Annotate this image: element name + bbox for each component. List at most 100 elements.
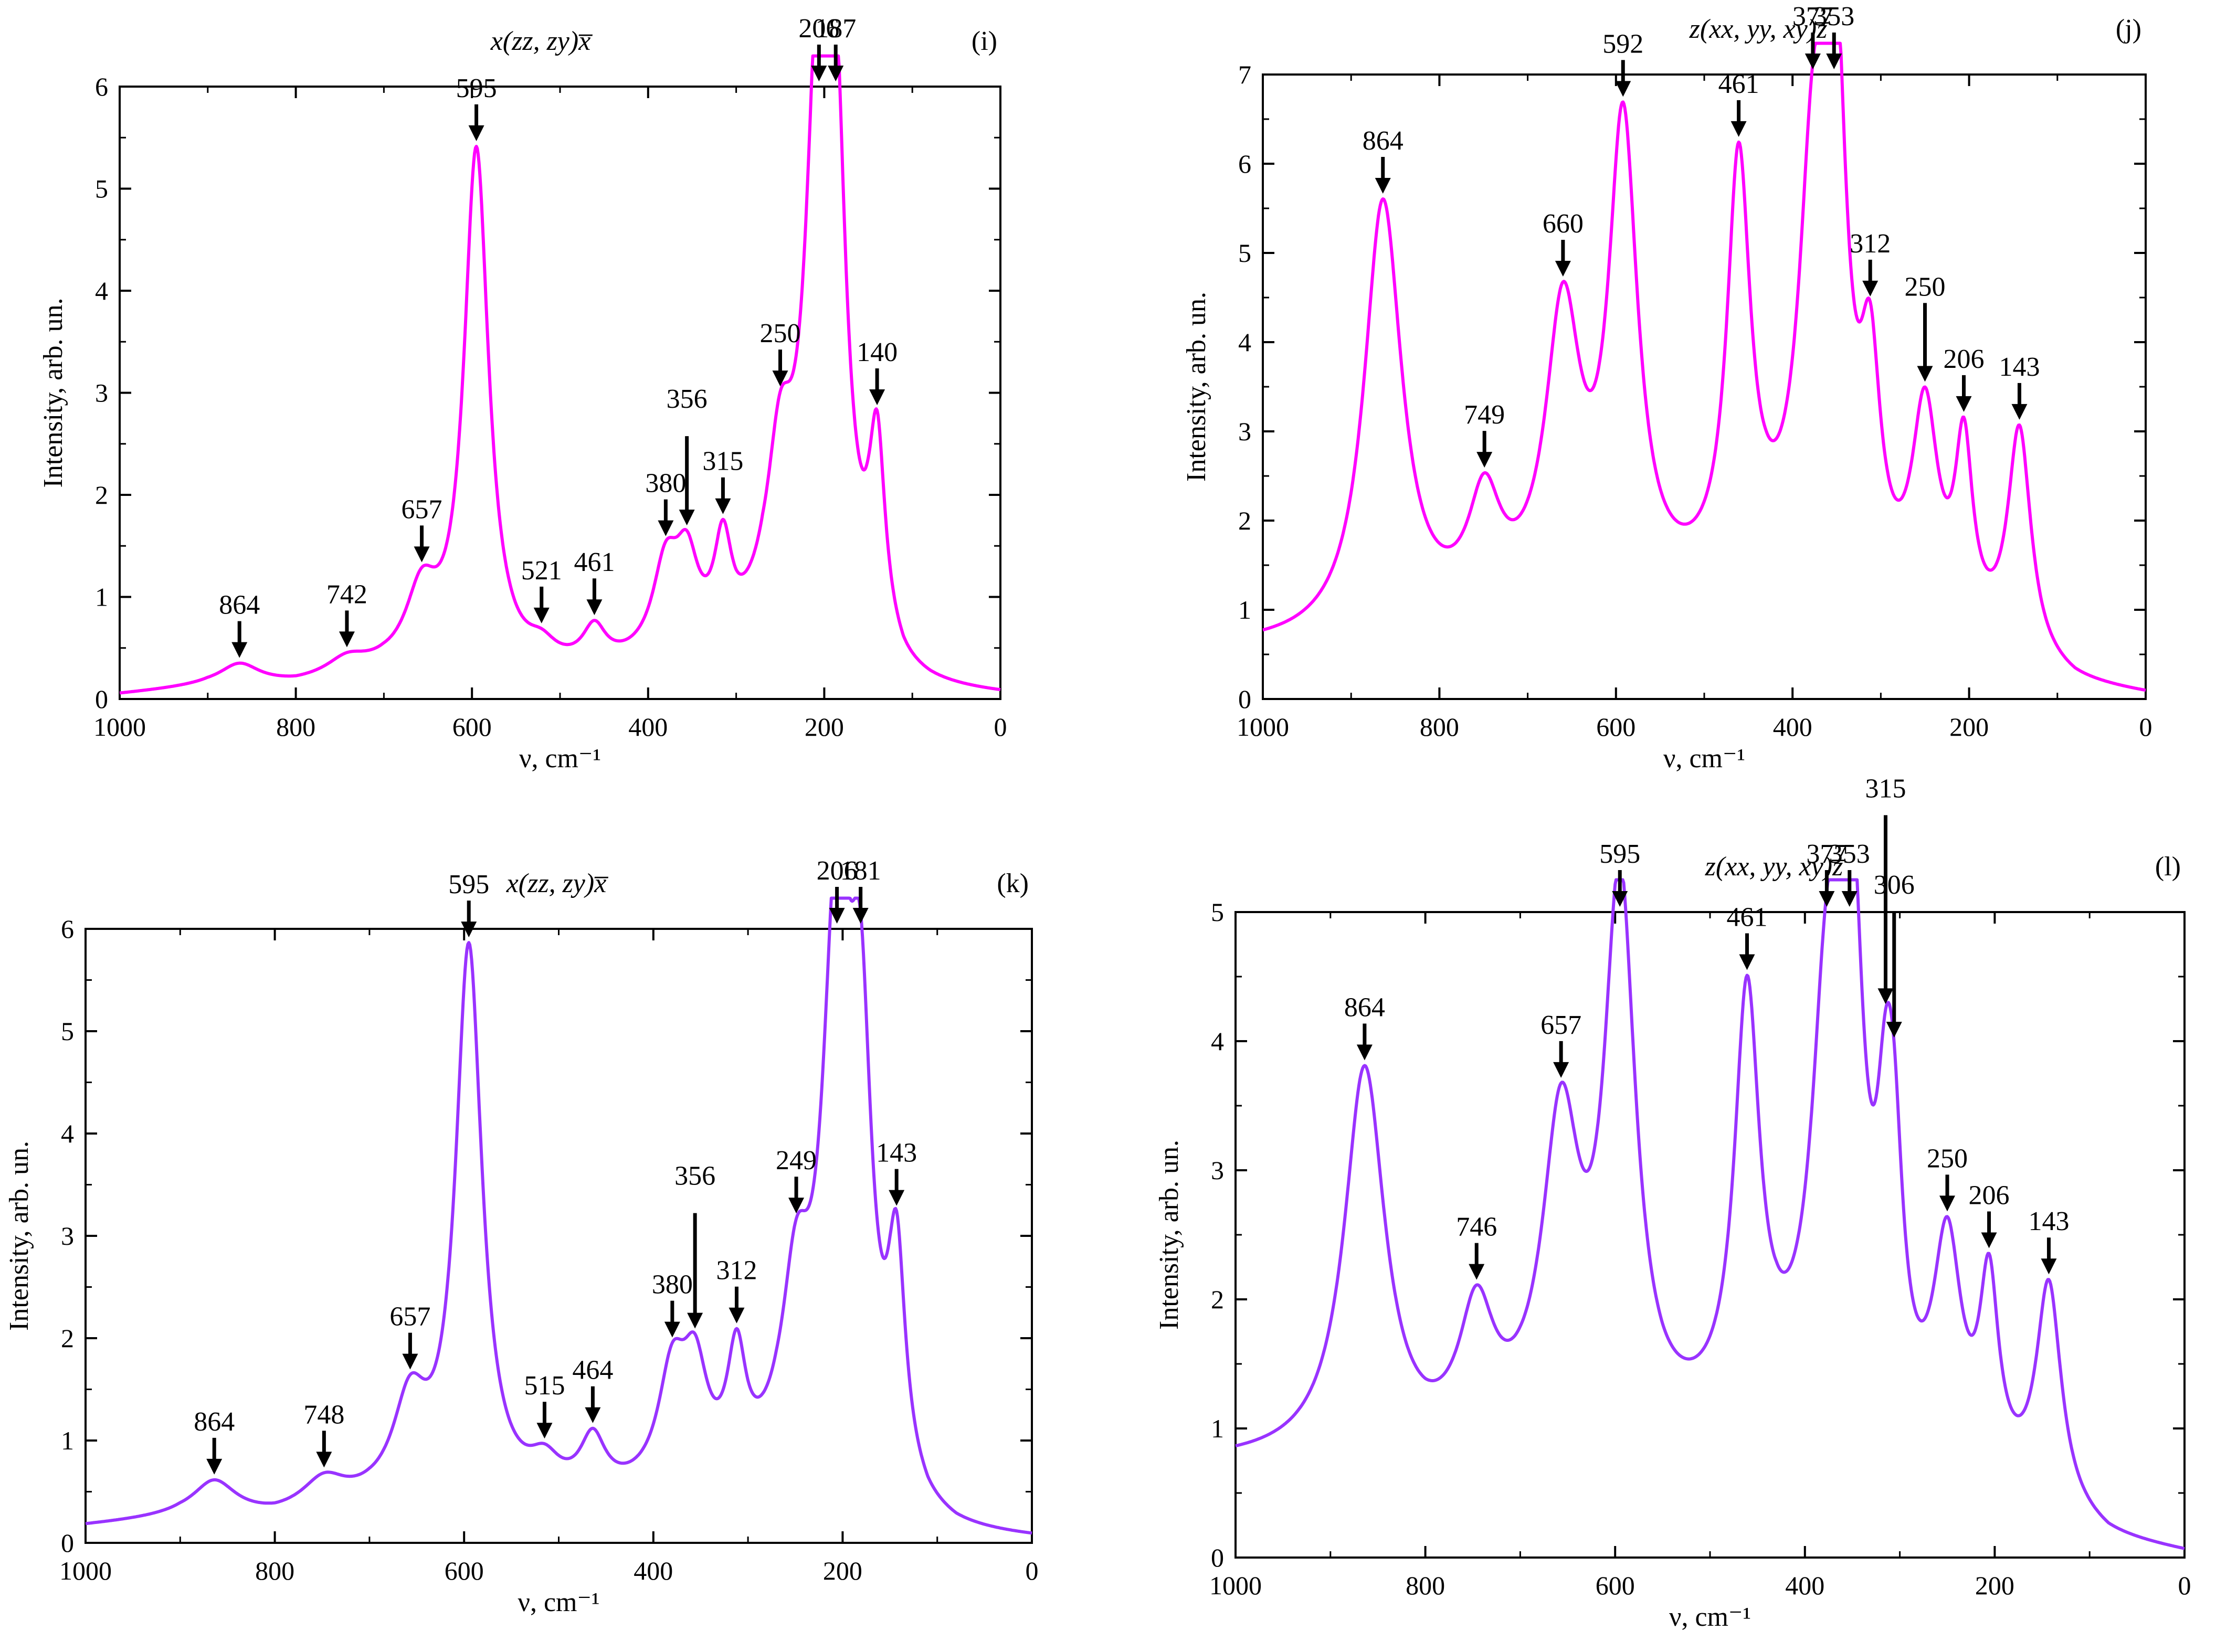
y-tick-label: 1 — [1238, 595, 1251, 624]
peak-arrow-head — [729, 1307, 745, 1323]
peak-arrow-head — [1553, 1062, 1569, 1078]
x-tick-label: 0 — [2178, 1571, 2191, 1600]
y-axis-label: Intensity, arb. un. — [38, 298, 68, 488]
peak-label: 461 — [1718, 69, 1759, 99]
spectrum-line — [119, 54, 1001, 695]
peak-arrow-head — [1939, 1195, 1955, 1212]
peak-label: 515 — [524, 1371, 565, 1401]
peak-label: 312 — [1850, 229, 1891, 259]
peak-label: 206 — [1944, 344, 1985, 374]
peak-label: 206 — [1969, 1181, 2010, 1211]
x-tick-label: 0 — [2139, 712, 2152, 742]
peak-label: 250 — [760, 319, 801, 348]
x-tick-label: 1000 — [93, 712, 146, 742]
x-tick-label: 1000 — [1209, 1571, 1262, 1600]
panel-title: z(xx, yy, xy)z̅ — [1689, 14, 1830, 44]
spectrum-line — [1234, 878, 2186, 1550]
peak-arrow-head — [811, 66, 827, 81]
y-tick-label: 2 — [61, 1323, 74, 1353]
x-tick-label: 400 — [1785, 1571, 1824, 1600]
peak-arrow-head — [1819, 891, 1835, 907]
chart-panel-j: 1000 800 600 400 200 0 0 1 2 3 4 5 6 7 ν, cm⁻¹ Intensit… — [1181, 2, 2152, 774]
peak-label: 377 — [1806, 839, 1847, 869]
y-tick-label: 4 — [61, 1119, 74, 1148]
peak-label: 595 — [448, 870, 489, 899]
peak-label: 657 — [1540, 1010, 1581, 1040]
peak-label: 864 — [1363, 126, 1404, 156]
y-tick-label: 0 — [61, 1528, 74, 1558]
x-axis-label: ν, cm⁻¹ — [1663, 744, 1745, 774]
plot-frame — [1262, 73, 2147, 700]
x-tick-label: 1000 — [59, 1556, 112, 1585]
peak-arrow-head — [206, 1458, 223, 1475]
peak-label: 143 — [876, 1138, 917, 1168]
peak-label: 140 — [857, 337, 898, 367]
panel-letter: (i) — [972, 26, 997, 56]
peak-label: 306 — [1874, 870, 1915, 900]
peak-arrow-head — [1555, 261, 1571, 277]
x-tick-label: 200 — [805, 712, 844, 742]
peak-label: 380 — [645, 469, 686, 499]
peak-arrow-head — [1612, 891, 1628, 907]
peak-arrow-head — [1981, 1232, 1997, 1248]
peak-arrow-head — [679, 510, 695, 526]
peak-arrow-head — [1917, 366, 1933, 382]
x-tick-label: 400 — [634, 1556, 673, 1585]
x-axis-label: ν, cm⁻¹ — [519, 744, 601, 774]
peak-label: 657 — [389, 1302, 430, 1332]
y-tick-label: 3 — [61, 1221, 74, 1251]
y-tick-label: 7 — [1238, 60, 1251, 89]
peak-arrow-head — [788, 1198, 805, 1214]
y-axis-label: Intensity, arb. un. — [4, 1141, 34, 1331]
peak-label: 864 — [219, 590, 260, 620]
y-tick-label: 5 — [1238, 238, 1251, 268]
y-tick-label: 5 — [95, 174, 108, 204]
x-tick-label: 600 — [1596, 712, 1635, 742]
peak-label: 250 — [1905, 272, 1946, 302]
peak-label: 143 — [1999, 352, 2040, 382]
peak-label: 742 — [326, 579, 367, 609]
y-tick-label: 3 — [1238, 417, 1251, 446]
x-tick-label: 200 — [1975, 1571, 2014, 1600]
peak-label: 315 — [702, 447, 743, 476]
peak-label: 206 — [798, 14, 839, 44]
peak-arrow-head — [468, 125, 484, 141]
peak-label: 521 — [521, 556, 562, 586]
peak-arrow-head — [1841, 891, 1858, 907]
peak-arrow-head — [829, 908, 845, 924]
peak-label: 595 — [456, 73, 497, 103]
y-tick-label: 1 — [1211, 1414, 1224, 1443]
y-tick-label: 2 — [95, 480, 108, 510]
y-tick-label: 4 — [1211, 1026, 1224, 1056]
y-axis-label: Intensity, arb. un. — [1154, 1140, 1184, 1330]
peak-arrow-head — [828, 66, 844, 81]
y-tick-label: 1 — [95, 583, 108, 612]
peak-label: 464 — [572, 1356, 613, 1385]
peak-label: 660 — [1543, 209, 1584, 239]
y-tick-label: 3 — [1211, 1156, 1224, 1185]
peak-arrow-head — [1956, 396, 1972, 412]
peak-arrow-head — [889, 1190, 905, 1206]
peak-arrow-head — [658, 520, 674, 536]
panel-letter: (l) — [2155, 852, 2181, 882]
x-tick-label: 1000 — [1237, 712, 1289, 742]
peak-arrow-head — [536, 1423, 553, 1439]
peak-arrow-head — [772, 370, 788, 387]
peak-arrow-head — [1739, 954, 1755, 970]
peak-arrow-head — [1469, 1264, 1485, 1280]
peak-label: 657 — [402, 494, 442, 524]
peak-label: 206 — [817, 856, 858, 886]
panel-title: x(zz, zy)x̅ — [506, 869, 608, 898]
peak-arrow-head — [715, 498, 731, 514]
peak-label: 749 — [1464, 400, 1505, 430]
chart-panel-l: 1000 800 600 400 200 0 0 1 2 3 4 5 ν, cm⁻¹ Intensity,… — [1154, 774, 2191, 1632]
x-tick-label: 400 — [628, 712, 668, 742]
peak-label: 312 — [716, 1256, 757, 1286]
peak-label: 746 — [1456, 1212, 1497, 1242]
peak-label: 356 — [674, 1161, 715, 1191]
peak-arrow-head — [533, 607, 550, 623]
peak-label: 353 — [1813, 2, 1854, 31]
peak-arrow-head — [1826, 54, 1842, 69]
peak-label: 380 — [652, 1270, 693, 1300]
peak-arrow-head — [1886, 1022, 1902, 1038]
